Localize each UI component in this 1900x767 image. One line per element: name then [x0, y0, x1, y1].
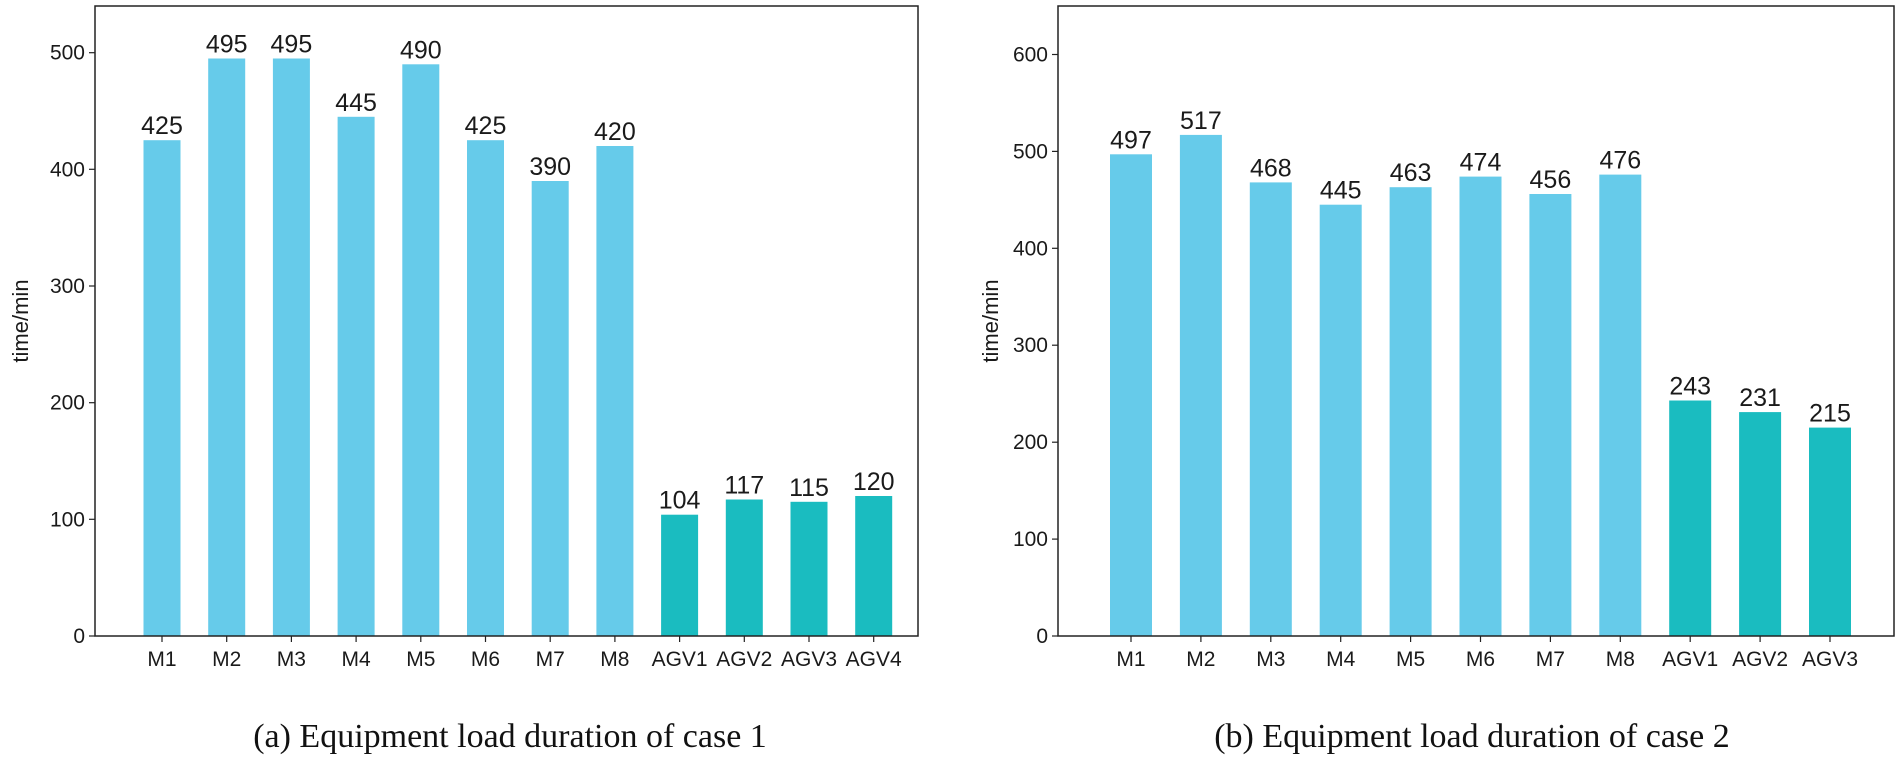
x-tick-label-agv2: AGV2: [716, 648, 772, 671]
data-label-m5: 490: [400, 36, 442, 64]
x-tick-label-m8: M8: [600, 648, 629, 671]
bar-m4: [1319, 204, 1362, 636]
x-tick-label-m4: M4: [342, 648, 371, 671]
x-tick-label-m5: M5: [406, 648, 435, 671]
bar-m1: [1110, 154, 1152, 637]
y-tick-label-400: 400: [1013, 237, 1048, 260]
data-label-m5: 463: [1390, 159, 1432, 187]
y-tick-label-300: 300: [50, 275, 85, 298]
data-label-m6: 425: [465, 112, 507, 140]
bar-agv2: [725, 499, 763, 636]
x-tick-label-m3: M3: [277, 648, 306, 671]
data-label-m8: 476: [1599, 147, 1641, 175]
y-tick-label-400: 400: [50, 158, 85, 181]
y-tick-label-0: 0: [1036, 625, 1048, 648]
data-label-agv2: 231: [1739, 384, 1781, 412]
data-label-agv2: 117: [724, 472, 764, 500]
chart-caption: (b) Equipment load duration of case 2: [1214, 718, 1730, 755]
x-tick-label-m7: M7: [1536, 648, 1565, 671]
bar-agv3: [790, 501, 828, 636]
x-tick-label-agv1: AGV1: [652, 648, 708, 671]
y-tick-label-0: 0: [73, 625, 85, 648]
x-tick-label-m6: M6: [471, 648, 500, 671]
data-label-agv3: 215: [1809, 400, 1851, 428]
x-tick-label-m6: M6: [1466, 648, 1495, 671]
y-tick-label-500: 500: [1013, 140, 1048, 163]
bar-m8: [596, 146, 634, 636]
data-label-m7: 390: [529, 153, 571, 181]
data-label-m3: 495: [271, 31, 313, 59]
y-tick-label-100: 100: [1013, 528, 1048, 551]
plot-frame: [1057, 5, 1895, 637]
data-label-agv1: 104: [659, 487, 701, 515]
bar-m6: [467, 140, 504, 636]
x-tick-label-m2: M2: [212, 648, 241, 671]
y-tick-label-500: 500: [50, 42, 85, 65]
chart-case-2: 497 M1 517 M2 468 M3 445 M4 463 M5 474 M6 456 M7 476 M8…: [978, 5, 1895, 755]
data-label-m3: 468: [1250, 154, 1292, 182]
bar-m2: [208, 58, 246, 636]
data-label-m4: 445: [1320, 177, 1362, 205]
x-tick-label-agv4: AGV4: [846, 648, 902, 671]
data-label-agv3: 115: [789, 474, 829, 502]
bar-agv2: [1739, 412, 1782, 636]
data-label-m6: 474: [1460, 149, 1502, 177]
x-tick-label-m8: M8: [1606, 648, 1635, 671]
bar-m3: [1249, 182, 1292, 636]
bar-m7: [531, 181, 569, 636]
y-axis-title: time/min: [8, 279, 33, 362]
bar-m1: [143, 140, 181, 636]
x-tick-label-m2: M2: [1186, 648, 1215, 671]
bar-m8: [1599, 174, 1642, 636]
bar-agv4: [855, 496, 893, 636]
bar-m6: [1459, 176, 1502, 636]
x-tick-label-m1: M1: [147, 648, 176, 671]
data-label-m7: 456: [1530, 166, 1572, 194]
data-label-m8: 420: [594, 118, 636, 146]
data-label-agv4: 120: [853, 468, 895, 496]
data-label-m1: 425: [141, 112, 183, 140]
bar-agv1: [1669, 400, 1712, 636]
y-tick-label-300: 300: [1013, 334, 1048, 357]
x-tick-label-agv1: AGV1: [1662, 648, 1718, 671]
x-tick-label-m7: M7: [536, 648, 565, 671]
bar-m5: [402, 64, 440, 637]
data-label-m2: 495: [206, 31, 248, 59]
y-tick-label-100: 100: [50, 508, 85, 531]
plot-frame: [94, 5, 919, 637]
x-tick-label-m3: M3: [1256, 648, 1285, 671]
x-tick-label-m4: M4: [1326, 648, 1355, 671]
data-label-m4: 445: [335, 89, 377, 117]
bar-m2: [1179, 134, 1222, 636]
chart-case-1: 425 M1 495 M2 495 M3 445 M4 490 M5 425 M6 390 M7 420 M8…: [8, 5, 919, 755]
x-tick-label-agv3: AGV3: [1802, 648, 1858, 671]
data-label-agv1: 243: [1669, 373, 1711, 401]
data-label-m1: 497: [1110, 126, 1152, 154]
x-tick-label-agv2: AGV2: [1732, 648, 1788, 671]
data-label-m2: 517: [1180, 107, 1222, 135]
y-tick-label-200: 200: [50, 392, 85, 415]
bar-m4: [337, 116, 375, 637]
chart-caption: (a) Equipment load duration of case 1: [253, 718, 767, 755]
y-tick-label-600: 600: [1013, 44, 1048, 67]
y-axis-title: time/min: [978, 279, 1003, 362]
x-tick-label-agv3: AGV3: [781, 648, 837, 671]
bar-m7: [1529, 194, 1572, 636]
bar-m5: [1389, 187, 1432, 636]
bar-agv3: [1809, 427, 1851, 636]
bar-agv1: [661, 514, 699, 636]
bar-m3: [272, 58, 310, 636]
x-tick-label-m1: M1: [1116, 648, 1145, 671]
x-tick-label-m5: M5: [1396, 648, 1425, 671]
y-tick-label-200: 200: [1013, 431, 1048, 454]
